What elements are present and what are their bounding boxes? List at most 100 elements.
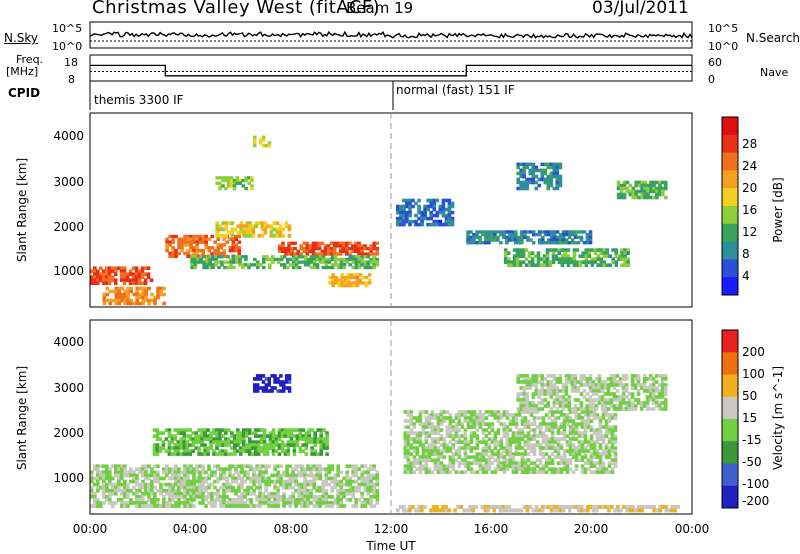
power-cell [502, 230, 506, 234]
power-cell [569, 260, 574, 264]
velocity-cell [571, 455, 576, 459]
velocity-cell [664, 508, 668, 513]
velocity-cell [168, 470, 172, 475]
power-cell [230, 230, 235, 235]
power-cell [202, 263, 206, 267]
power-cell [496, 230, 500, 234]
velocity-cell [592, 440, 597, 444]
velocity-cell [138, 504, 142, 508]
velocity-cell [439, 410, 444, 414]
velocity-cell [493, 416, 498, 420]
velocity-cell [108, 482, 112, 487]
velocity-cell [573, 377, 578, 381]
power-cell [215, 230, 219, 235]
velocity-cell [499, 467, 504, 471]
velocity-cell [580, 431, 585, 435]
velocity-cell [171, 467, 175, 472]
power-cell [555, 174, 560, 179]
power-cell [107, 269, 112, 273]
velocity-cell [258, 476, 262, 481]
velocity-cell [360, 482, 364, 487]
velocity-cell [544, 446, 549, 450]
velocity-cell [330, 485, 334, 490]
velocity-cell [583, 431, 588, 435]
power-cell [478, 230, 482, 234]
velocity-cell [586, 449, 591, 453]
velocity-cell [203, 452, 207, 456]
power-cell [579, 235, 584, 239]
velocity-cell [657, 395, 662, 399]
velocity-cell [268, 443, 273, 447]
velocity-cell [603, 404, 608, 408]
velocity-cell [336, 464, 340, 469]
velocity-cell [403, 440, 408, 444]
power-cell [652, 180, 656, 185]
velocity-cell [651, 386, 656, 390]
velocity-cell [288, 498, 292, 502]
power-cell [266, 224, 271, 229]
velocity-cell [598, 452, 603, 456]
velocity-cell [176, 428, 181, 432]
velocity-cell [195, 470, 199, 475]
velocity-cell [204, 495, 208, 499]
velocity-cell [516, 392, 520, 396]
velocity-cell [630, 404, 635, 408]
velocity-cell [658, 508, 662, 513]
power-cell [140, 281, 145, 285]
velocity-cell [93, 495, 97, 499]
velocity-cell [558, 508, 563, 513]
power-cell [278, 249, 282, 253]
velocity-cell [481, 452, 486, 456]
velocity-cell [442, 440, 447, 444]
velocity-cell [568, 446, 573, 450]
velocity-cell [360, 495, 364, 499]
power-cell [116, 266, 121, 270]
velocity-cell [529, 410, 534, 414]
power-cell [137, 275, 142, 279]
velocity-cell [225, 476, 229, 481]
power-cell [284, 247, 288, 251]
power-cell [221, 176, 225, 180]
velocity-cell [369, 488, 373, 493]
power-cell [518, 263, 523, 267]
power-cell [311, 249, 316, 253]
velocity-cell [651, 401, 656, 405]
power-cell [331, 278, 335, 282]
velocity-cell [606, 392, 611, 396]
velocity-cell [427, 458, 432, 462]
power-cell [222, 243, 226, 247]
power-cell [447, 219, 452, 224]
power-cell [360, 252, 364, 256]
velocity-cell [138, 485, 142, 490]
velocity-cell [424, 416, 429, 420]
power-cell [622, 186, 627, 191]
power-cell [351, 257, 356, 262]
velocity-cell [167, 431, 172, 435]
power-cell [321, 255, 326, 259]
velocity-cell [660, 401, 665, 405]
power-cell [303, 260, 308, 264]
velocity-cell [636, 383, 641, 387]
velocity-cell [408, 505, 412, 509]
velocity-cell [294, 473, 298, 478]
velocity-cell [315, 495, 319, 499]
velocity-cell [517, 413, 522, 417]
velocity-cell [126, 473, 130, 478]
velocity-cell [198, 473, 202, 478]
velocity-cell [649, 505, 653, 509]
velocity-cell [615, 404, 620, 408]
power-cell [273, 257, 278, 262]
power-cell [232, 184, 237, 188]
velocity-cell [472, 446, 477, 450]
velocity-cell [475, 452, 480, 456]
velocity-cell [433, 413, 438, 417]
velocity-cell [598, 431, 603, 435]
power-cell [402, 213, 406, 218]
velocity-cell [173, 434, 178, 438]
power-cell [402, 219, 406, 224]
power-cell [227, 176, 231, 180]
velocity-cell [90, 476, 94, 481]
velocity-cell [276, 498, 280, 502]
power-cell [643, 180, 647, 185]
velocity-cell [406, 464, 411, 468]
